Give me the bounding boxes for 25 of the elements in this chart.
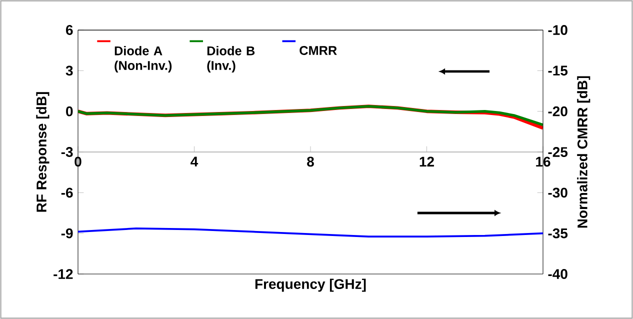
x-tick-label: 8 (307, 156, 314, 167)
x-tick-label: 12 (420, 156, 434, 166)
y-tick-label: -9 (61, 228, 73, 238)
y-tick-label: -12 (54, 269, 73, 279)
x-axis-title: Frequency [GHz] (255, 278, 366, 292)
legend-label: CMRR (300, 46, 337, 55)
y2-tick-label: -40 (548, 269, 568, 279)
y2-tick-label: -35 (548, 228, 568, 238)
y-tick-label: -6 (61, 188, 73, 198)
legend-label: Diode A (Non-Inv.) (114, 46, 172, 72)
legend-label: Diode B (Inv.) (207, 46, 255, 72)
y2-tick-label: -20 (548, 106, 568, 116)
y-tick-label: 3 (66, 66, 73, 76)
y2-tick-label: -15 (548, 66, 568, 76)
y-axis-title: RF Response [dB] (36, 92, 50, 212)
y2-tick-label: -30 (548, 188, 568, 198)
y2-tick-label: -10 (548, 25, 568, 35)
x-tick-label: 4 (190, 156, 198, 166)
y-tick-label: -3 (61, 147, 73, 157)
y2-tick-label: -25 (548, 147, 568, 157)
y2-axis-title: Normalized CMRR [dB] (577, 76, 590, 228)
x-tick-label: 0 (74, 156, 82, 167)
x-tick-label: 16 (536, 156, 550, 167)
y-tick-label: 6 (66, 25, 73, 35)
y-tick-label: 0 (66, 106, 73, 116)
